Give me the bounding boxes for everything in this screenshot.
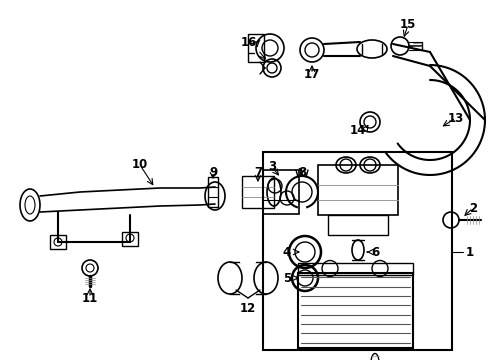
Bar [247,34,264,62]
Bar [50,235,66,249]
Bar [327,215,387,235]
Text: 16: 16 [240,36,257,49]
Text: 9: 9 [208,166,217,179]
Bar [207,177,218,207]
Text: 12: 12 [240,302,256,315]
Bar [263,152,451,350]
Text: 15: 15 [399,18,415,31]
Text: 6: 6 [370,246,378,258]
Text: 14: 14 [349,123,366,136]
Text: 4: 4 [282,246,290,258]
Bar [317,165,397,215]
Text: 10: 10 [132,158,148,171]
Text: 17: 17 [303,68,320,81]
Bar [242,176,273,208]
Text: 11: 11 [81,292,98,305]
Bar [297,262,412,274]
Text: 1: 1 [465,246,473,258]
Bar [297,273,412,347]
Text: 8: 8 [297,166,305,179]
Bar [263,170,298,214]
Text: 2: 2 [468,202,476,215]
Text: 7: 7 [253,166,262,179]
Bar [122,232,138,246]
Text: 3: 3 [267,161,276,174]
Text: 5: 5 [282,271,290,284]
Text: 13: 13 [447,112,463,125]
